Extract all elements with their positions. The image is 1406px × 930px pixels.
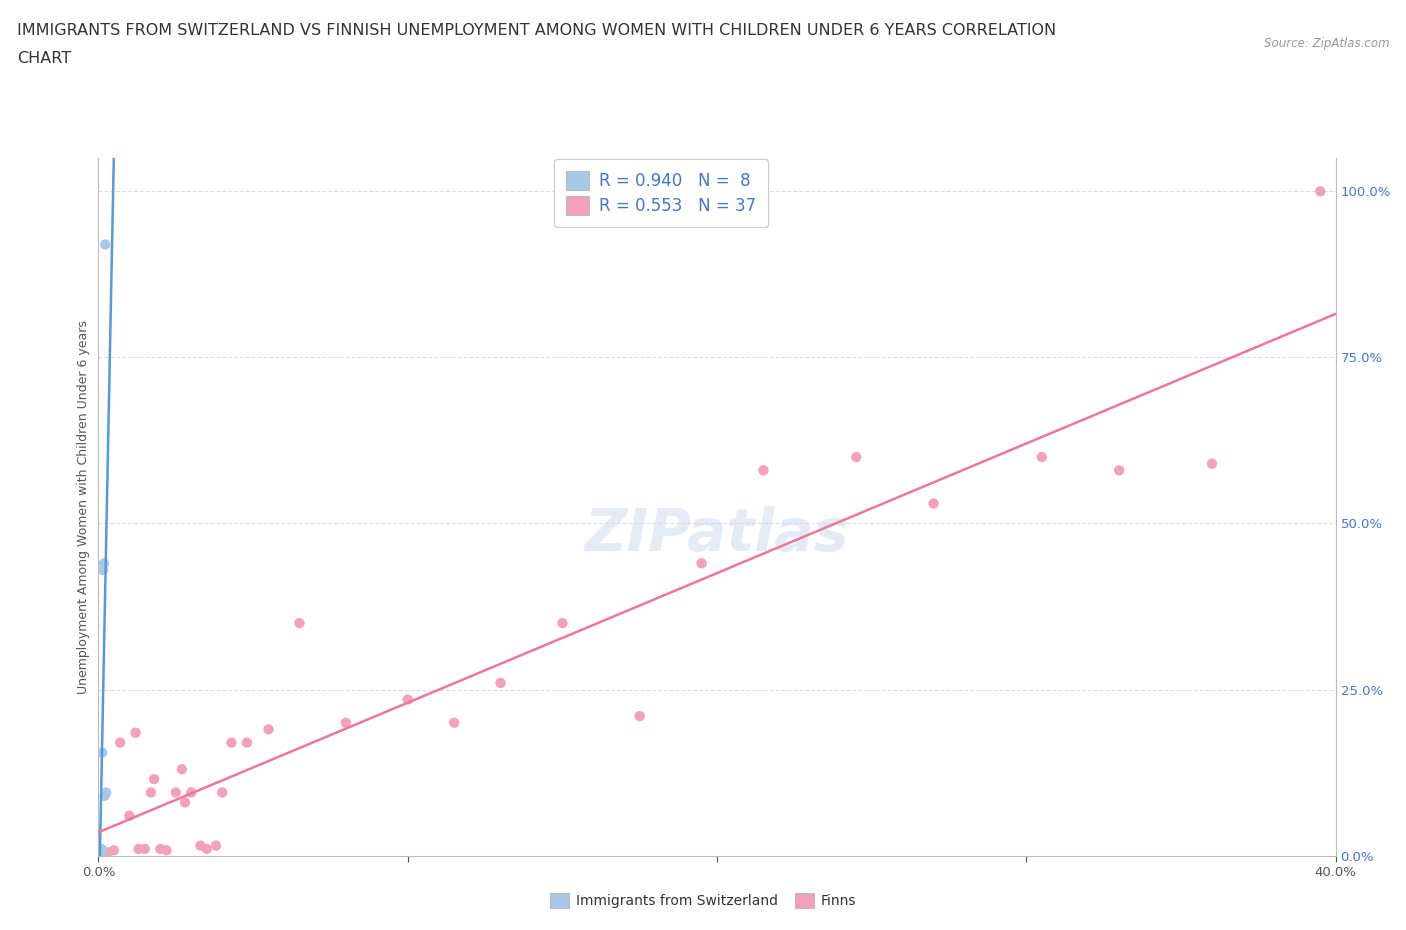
Text: CHART: CHART [17, 51, 70, 66]
Point [1031, 449, 1053, 464]
Point [1201, 457, 1223, 472]
Point [1309, 184, 1331, 199]
Legend: Immigrants from Switzerland, Finns: Immigrants from Switzerland, Finns [544, 888, 862, 914]
Point [96, 785, 118, 800]
Point [1108, 463, 1130, 478]
Point [236, 736, 259, 751]
Text: ZIPatlas: ZIPatlas [585, 506, 849, 564]
Point [195, 842, 218, 857]
Point [335, 715, 357, 730]
Point [155, 843, 177, 857]
Point [118, 808, 141, 823]
Point [93, 556, 115, 571]
Point [170, 762, 193, 777]
Point [690, 556, 713, 571]
Point [90, 842, 112, 857]
Point [211, 785, 233, 800]
Legend: R = 0.940   N =  8, R = 0.553   N = 37: R = 0.940 N = 8, R = 0.553 N = 37 [554, 159, 768, 227]
Point [551, 616, 574, 631]
Point [628, 709, 651, 724]
Point [174, 795, 197, 810]
Point [922, 496, 945, 511]
Text: IMMIGRANTS FROM SWITZERLAND VS FINNISH UNEMPLOYMENT AMONG WOMEN WITH CHILDREN UN: IMMIGRANTS FROM SWITZERLAND VS FINNISH U… [17, 23, 1056, 38]
Point [97, 844, 120, 859]
Point [845, 449, 868, 464]
Point [257, 722, 280, 737]
Point [288, 616, 311, 631]
Text: Source: ZipAtlas.com: Source: ZipAtlas.com [1264, 37, 1389, 50]
Point [165, 785, 187, 800]
Y-axis label: Unemployment Among Women with Children Under 6 years: Unemployment Among Women with Children U… [77, 320, 90, 694]
Point [443, 715, 465, 730]
Point [396, 692, 419, 707]
Point [108, 736, 131, 751]
Point [90, 844, 112, 859]
Point [205, 838, 228, 853]
Point [91, 745, 114, 760]
Point [489, 675, 512, 690]
Point [180, 785, 202, 800]
Point [124, 725, 146, 740]
Point [103, 843, 125, 857]
Point [190, 838, 212, 853]
Point [134, 842, 156, 857]
Point [149, 842, 172, 857]
Point [91, 563, 114, 578]
Point [221, 736, 243, 751]
Point [128, 842, 150, 857]
Point [94, 237, 117, 252]
Point [139, 785, 162, 800]
Point [752, 463, 775, 478]
Point [143, 772, 166, 787]
Point [93, 789, 115, 804]
